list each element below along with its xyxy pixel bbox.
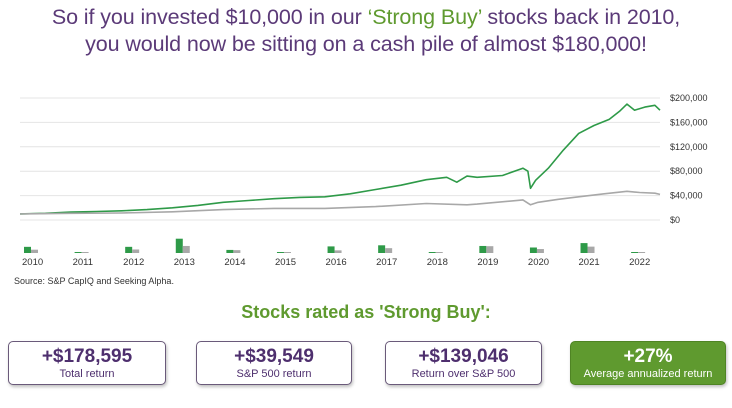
x-tick-label: 2013 <box>174 257 195 268</box>
sp500-return-value: +$39,549 <box>234 346 314 367</box>
bar-sp500 <box>334 250 342 253</box>
x-tick-label: 2022 <box>629 257 650 268</box>
bar-strong-buy <box>125 246 133 253</box>
bar-strong-buy <box>74 252 82 253</box>
x-tick-label: 2016 <box>326 257 347 268</box>
x-tick-label: 2012 <box>123 257 144 268</box>
x-tick-label: 2014 <box>224 257 245 268</box>
series-line-sp500 <box>19 190 661 215</box>
y-tick-label: $80,000 <box>670 166 703 176</box>
return-over-sp500-card: +$139,046 Return over S&P 500 <box>385 341 542 385</box>
annualized-return-card: +27% Average annualized return <box>570 341 726 385</box>
return-over-sp500-value: +$139,046 <box>418 346 509 367</box>
bar-sp500 <box>587 246 595 253</box>
bar-sp500 <box>385 248 393 253</box>
section-title: Stocks rated as 'Strong Buy': <box>241 302 491 322</box>
bar-sp500 <box>31 249 38 253</box>
x-tick-label: 2015 <box>275 257 296 268</box>
x-tick-label: 2010 <box>22 257 43 268</box>
headline-line-2: you would now be sitting on a cash pile … <box>85 32 647 56</box>
y-tick-label: $40,000 <box>670 191 703 201</box>
bar-sp500 <box>283 252 291 253</box>
bar-strong-buy <box>631 252 639 253</box>
y-tick-label: $160,000 <box>670 117 708 127</box>
return-over-sp500-label: Return over S&P 500 <box>411 368 516 380</box>
headline-accent: ‘Strong Buy’ <box>367 5 482 29</box>
bar-strong-buy <box>580 243 588 253</box>
headline-text-start: So if you invested $10,000 in our <box>51 5 368 29</box>
bar-sp500 <box>486 246 494 253</box>
bar-strong-buy <box>327 246 335 253</box>
x-tick-label: 2017 <box>376 257 397 268</box>
series-line-strong_buy <box>19 103 661 215</box>
total-return-value: +$178,595 <box>41 346 133 367</box>
y-tick-label: $200,000 <box>670 93 708 103</box>
annualized-return-label: Average annualized return <box>583 368 713 380</box>
sp500-return-label: S&P 500 return <box>236 368 312 380</box>
performance-chart: $200,000 $160,000 $120,000 $80,000 $40,000 $0… <box>0 88 732 278</box>
x-tick-label: 2021 <box>579 257 600 268</box>
x-tick-label: 2020 <box>528 257 549 268</box>
bar-sp500 <box>233 250 241 253</box>
chart-svg: $200,000 $160,000 $120,000 $80,000 $40,000 $0… <box>19 93 708 268</box>
bar-strong-buy <box>226 249 234 253</box>
bar-sp500 <box>81 252 89 253</box>
x-tick-label: 2011 <box>73 257 93 268</box>
total-return-card: +$178,595 Total return <box>8 341 166 385</box>
bar-sp500 <box>182 245 190 253</box>
bar-strong-buy <box>175 238 183 253</box>
total-return-label: Total return <box>59 368 115 380</box>
bar-sp500 <box>435 252 443 253</box>
bar-strong-buy <box>428 252 436 253</box>
bar-strong-buy <box>378 245 386 253</box>
bar-strong-buy <box>529 247 537 253</box>
source-note: Source: S&P CapIQ and Seeking Alpha. <box>14 276 174 286</box>
bar-sp500 <box>638 252 646 253</box>
bar-strong-buy <box>479 245 487 253</box>
x-tick-label: 2018 <box>427 257 448 268</box>
headline-text-end: stocks back in 2010, <box>481 5 681 29</box>
sp500-return-card: +$39,549 S&P 500 return <box>196 341 352 385</box>
y-tick-label: $120,000 <box>670 142 708 152</box>
annualized-return-value: +27% <box>623 346 673 367</box>
bar-strong-buy <box>276 252 284 253</box>
bar-sp500 <box>132 249 140 253</box>
x-tick-label: 2019 <box>477 257 498 268</box>
bar-strong-buy <box>24 246 31 253</box>
headline-line-1: So if you invested $10,000 in our ‘Stron… <box>0 4 732 31</box>
y-tick-label: $0 <box>670 215 680 225</box>
bar-sp500 <box>536 249 544 253</box>
headline: So if you invested $10,000 in our ‘Stron… <box>0 4 732 58</box>
